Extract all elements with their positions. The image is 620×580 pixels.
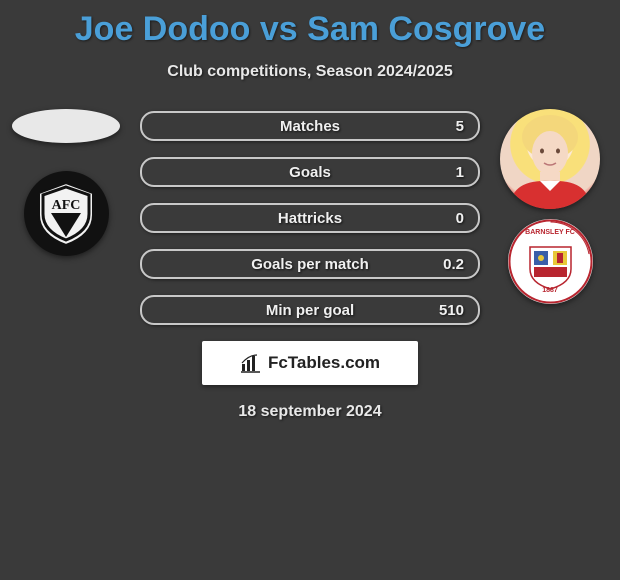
stat-row-goals-per-match: Goals per match 0.2 (140, 249, 480, 279)
stat-label: Min per goal (266, 302, 354, 319)
stat-value-right: 1 (456, 164, 464, 181)
right-club-badge: BARNSLEY FC 1887 (508, 219, 593, 304)
club-name-label: BARNSLEY FC (508, 229, 593, 236)
stat-row-hattricks: Hattricks 0 (140, 203, 480, 233)
right-player-avatar (500, 109, 600, 209)
stat-label: Goals per match (251, 256, 369, 273)
comparison-title: Joe Dodoo vs Sam Cosgrove (0, 0, 620, 49)
stat-row-matches: Matches 5 (140, 111, 480, 141)
left-player-avatar (12, 109, 120, 143)
content-area: AFC (0, 109, 620, 421)
stat-row-goals: Goals 1 (140, 157, 480, 187)
branding-text: FcTables.com (268, 353, 380, 373)
person-icon (500, 109, 600, 209)
branding-badge: FcTables.com (202, 341, 418, 385)
stat-value-right: 0.2 (443, 256, 464, 273)
stat-value-right: 0 (456, 210, 464, 227)
stat-label: Goals (289, 164, 331, 181)
stat-row-min-per-goal: Min per goal 510 (140, 295, 480, 325)
left-player-column: AFC (6, 109, 126, 256)
right-player-column: BARNSLEY FC 1887 (490, 109, 610, 304)
stat-label: Matches (280, 118, 340, 135)
comparison-subtitle: Club competitions, Season 2024/2025 (0, 63, 620, 81)
shield-icon: AFC (31, 179, 101, 249)
left-club-badge: AFC (24, 171, 109, 256)
stat-value-right: 510 (439, 302, 464, 319)
stat-value-right: 5 (456, 118, 464, 135)
club-year-label: 1887 (508, 287, 593, 294)
svg-text:AFC: AFC (52, 198, 81, 213)
date-label: 18 september 2024 (0, 403, 620, 421)
bar-chart-icon (240, 352, 262, 374)
stat-label: Hattricks (278, 210, 342, 227)
stats-list: Matches 5 Goals 1 Hattricks 0 Goals per … (140, 109, 480, 325)
